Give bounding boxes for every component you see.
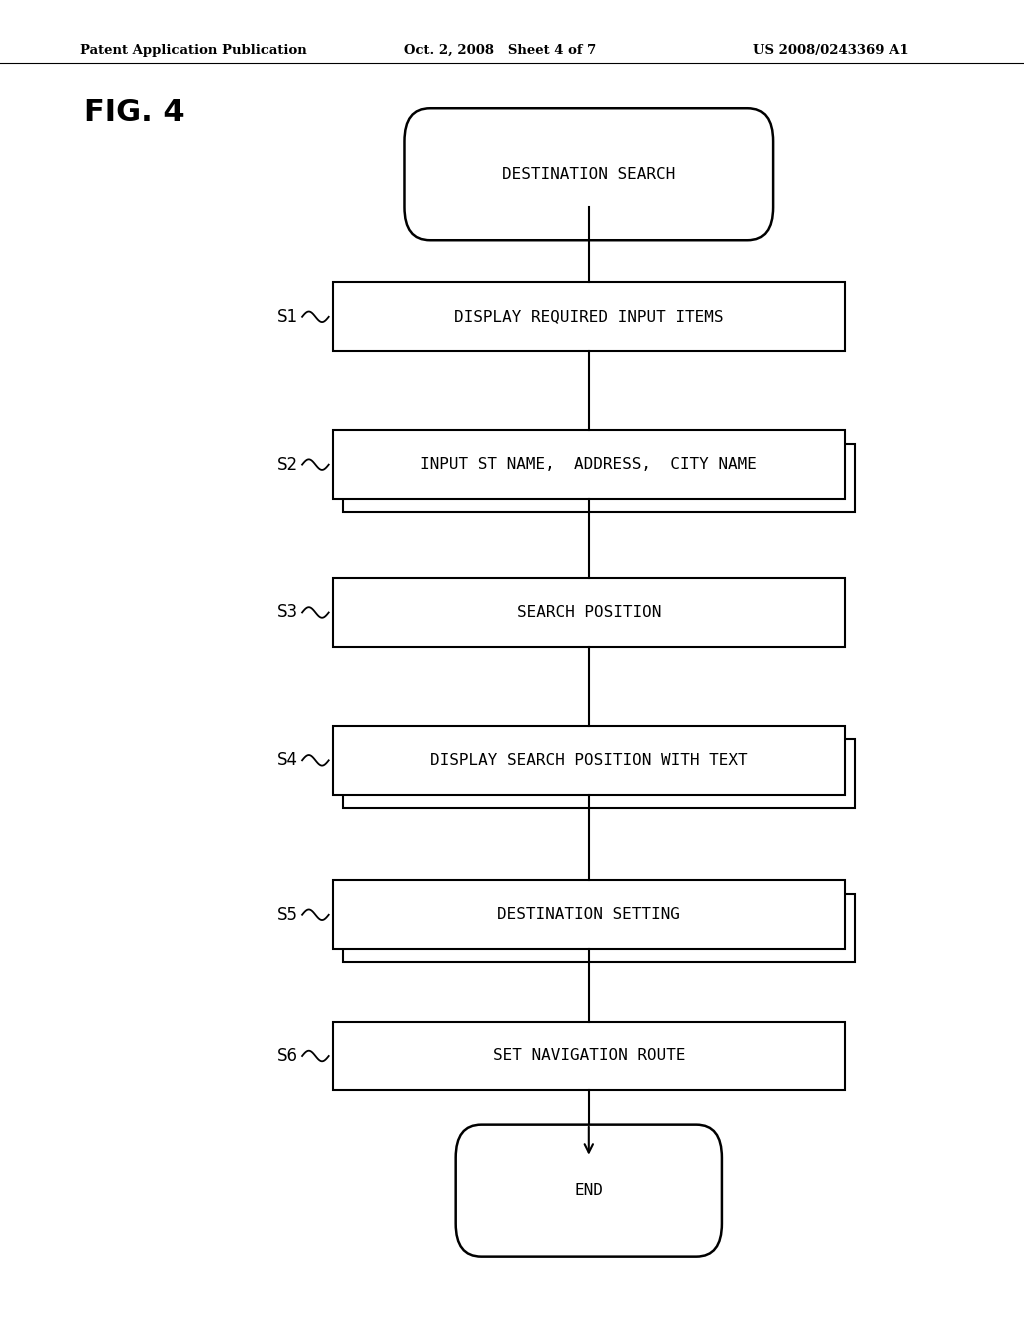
Text: S2: S2: [276, 455, 298, 474]
Bar: [333, 880, 845, 949]
Text: Patent Application Publication: Patent Application Publication: [80, 44, 306, 57]
Text: DESTINATION SETTING: DESTINATION SETTING: [498, 907, 680, 923]
Text: S3: S3: [276, 603, 298, 622]
Text: FIG. 4: FIG. 4: [84, 98, 184, 127]
Bar: [333, 726, 845, 795]
Bar: [333, 578, 845, 647]
Bar: [333, 430, 845, 499]
Bar: [333, 282, 845, 351]
Text: INPUT ST NAME,  ADDRESS,  CITY NAME: INPUT ST NAME, ADDRESS, CITY NAME: [421, 457, 757, 473]
Text: SEARCH POSITION: SEARCH POSITION: [517, 605, 660, 620]
Text: Oct. 2, 2008   Sheet 4 of 7: Oct. 2, 2008 Sheet 4 of 7: [404, 44, 597, 57]
Text: US 2008/0243369 A1: US 2008/0243369 A1: [753, 44, 908, 57]
FancyBboxPatch shape: [456, 1125, 722, 1257]
Bar: [343, 894, 855, 962]
Text: DISPLAY REQUIRED INPUT ITEMS: DISPLAY REQUIRED INPUT ITEMS: [454, 309, 724, 325]
Bar: [343, 739, 855, 808]
Text: SET NAVIGATION ROUTE: SET NAVIGATION ROUTE: [493, 1048, 685, 1064]
Text: S6: S6: [276, 1047, 298, 1065]
Text: S1: S1: [276, 308, 298, 326]
Bar: [333, 1022, 845, 1090]
Text: S4: S4: [276, 751, 298, 770]
Bar: [343, 444, 855, 512]
Text: S5: S5: [276, 906, 298, 924]
FancyBboxPatch shape: [404, 108, 773, 240]
Text: DESTINATION SEARCH: DESTINATION SEARCH: [502, 166, 676, 182]
Text: DISPLAY SEARCH POSITION WITH TEXT: DISPLAY SEARCH POSITION WITH TEXT: [430, 752, 748, 768]
Text: END: END: [574, 1183, 603, 1199]
